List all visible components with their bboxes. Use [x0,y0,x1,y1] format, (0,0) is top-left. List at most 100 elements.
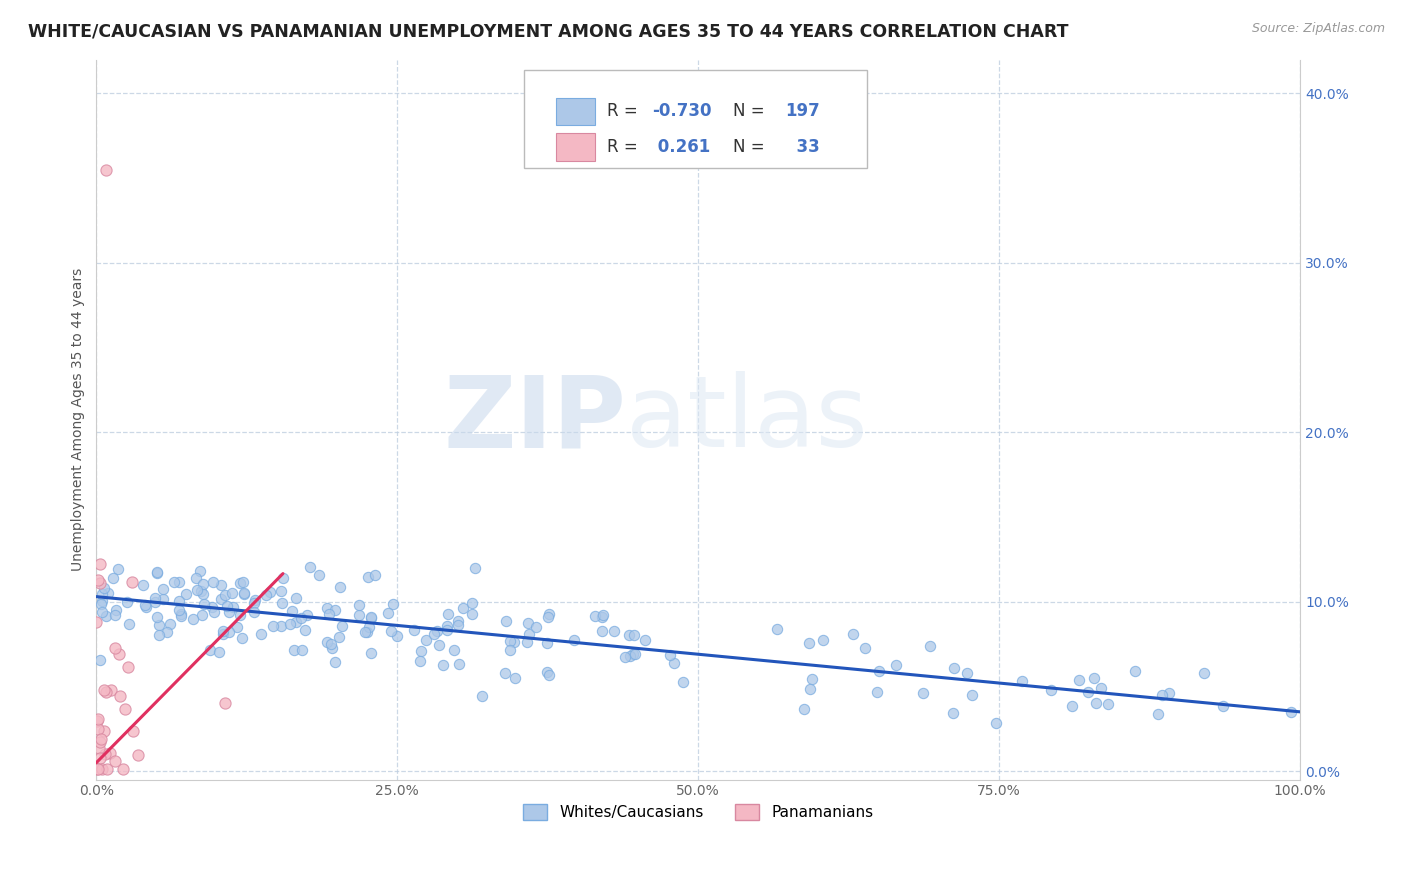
Point [181,612,204,626]
Point [1097,697,1119,711]
Point [1150,688,1173,702]
Text: 197: 197 [785,103,820,120]
Point [329,580,352,594]
Point [89,652,111,666]
Point [318,607,340,621]
Point [347,598,370,612]
Text: ZIP: ZIP [443,371,626,468]
Point [115,594,138,608]
Point [443,643,465,657]
Point [167,574,190,589]
Point [209,578,232,592]
Point [278,617,301,632]
Point [432,657,454,672]
Point [381,597,404,611]
Point [294,623,316,637]
Point [104,607,127,622]
Point [449,657,471,671]
Point [617,628,640,642]
Point [89,558,111,572]
Point [86,714,108,729]
Point [409,654,432,668]
Y-axis label: Unemployment Among Ages 35 to 44 years: Unemployment Among Ages 35 to 44 years [72,268,86,571]
Point [86,763,108,777]
Point [163,575,186,590]
Point [984,715,1007,730]
Point [93,581,115,595]
Point [143,591,166,606]
Point [583,609,606,624]
Point [315,601,337,615]
Point [96,763,118,777]
Text: WHITE/CAUCASIAN VS PANAMANIAN UNEMPLOYMENT AMONG AGES 35 TO 44 YEARS CORRELATION: WHITE/CAUCASIAN VS PANAMANIAN UNEMPLOYME… [28,22,1069,40]
Point [811,633,834,648]
Point [100,683,122,698]
Point [89,735,111,749]
Point [285,591,308,606]
Point [90,594,112,608]
Point [156,625,179,640]
Point [659,648,682,662]
Point [170,609,193,624]
Point [146,565,169,579]
Point [960,688,983,702]
Point [364,568,387,582]
Point [169,594,191,608]
Point [132,577,155,591]
Point [174,586,197,600]
Point [793,702,815,716]
Point [202,605,225,619]
Point [218,624,240,639]
Point [464,560,486,574]
Point [1083,672,1105,686]
Point [127,747,149,762]
Point [538,668,561,682]
Point [319,637,342,651]
Point [461,597,484,611]
Point [920,639,942,653]
Point [94,747,117,761]
Point [321,641,343,656]
Point [101,571,124,585]
Point [169,603,191,617]
Point [105,603,128,617]
Point [359,620,381,634]
Point [1090,681,1112,695]
Point [284,615,307,629]
Point [634,632,657,647]
Point [232,574,254,589]
Point [86,615,108,629]
Point [89,575,111,590]
Point [228,608,250,623]
Point [242,605,264,619]
Point [271,571,294,585]
Point [517,615,540,630]
Point [93,682,115,697]
Point [152,591,174,606]
Point [298,559,321,574]
Point [614,650,637,665]
Point [104,641,127,656]
Point [86,722,108,736]
Point [866,684,889,698]
Point [526,620,548,634]
Text: Source: ZipAtlas.com: Source: ZipAtlas.com [1251,22,1385,36]
Point [250,627,273,641]
Bar [557,98,595,125]
Point [117,659,139,673]
Point [242,596,264,610]
Point [603,624,626,638]
Point [152,582,174,597]
Point [94,162,117,177]
Point [451,601,474,615]
Point [112,763,135,777]
Point [536,635,558,649]
Point [1011,673,1033,688]
Text: -0.730: -0.730 [652,103,711,120]
Point [87,741,110,756]
Point [201,600,224,615]
Point [186,583,208,598]
Point [619,649,641,664]
Point [232,585,254,599]
Point [537,607,560,621]
